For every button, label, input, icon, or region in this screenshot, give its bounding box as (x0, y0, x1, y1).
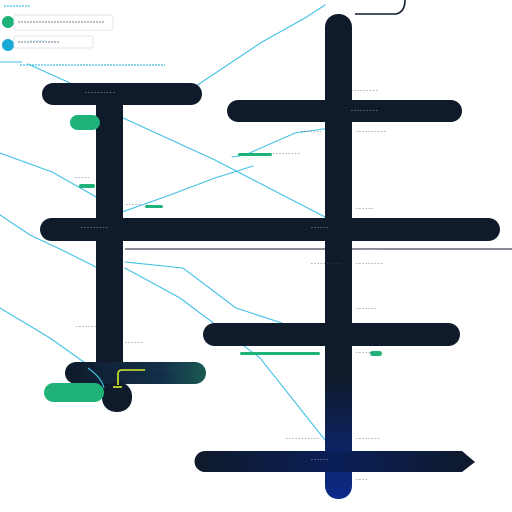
header-icon (2, 16, 14, 28)
green-dash (370, 351, 382, 356)
green-dash (145, 205, 163, 208)
header-frame (13, 14, 114, 31)
cable-top-right (355, 0, 406, 15)
tick-label: ----- (125, 201, 141, 208)
green-node-upper (70, 115, 100, 130)
green-dash (238, 153, 272, 156)
tick-label: --------- (350, 87, 379, 94)
tick-label: -------- (355, 435, 380, 442)
green-node-lower (44, 383, 104, 402)
stub-lower-left (102, 382, 132, 412)
tick-label: ------ (310, 224, 329, 231)
tick-label: ------ (355, 205, 374, 212)
highlight-bracket (117, 369, 145, 385)
tick-label: -------- (75, 323, 100, 330)
tick-label: ------- (355, 305, 377, 312)
vertical-track-left (96, 95, 123, 395)
header-frame (13, 35, 94, 49)
tick-label: ---------- (355, 128, 387, 135)
tick-label: ---------- (310, 260, 342, 267)
connector-line (109, 111, 326, 218)
tick-label: ----- (74, 174, 90, 181)
tick-label: --------- (350, 107, 379, 114)
header-icon (2, 39, 14, 51)
connector-line (195, 4, 326, 87)
connector-hook (87, 367, 105, 389)
tick-label: ------ (355, 349, 374, 356)
bar-upper-right (227, 100, 462, 122)
connector-line (0, 152, 99, 199)
tick-label: ------- (300, 128, 322, 135)
connector-line (231, 127, 331, 158)
tick-label: ------ (310, 456, 329, 463)
connector-line (121, 165, 254, 213)
tick-label: ---- (355, 476, 368, 483)
tick-label: ----------- (285, 435, 320, 442)
tick-label: --------- (355, 260, 384, 267)
tick-label: --------- (80, 224, 109, 231)
tick-label: ---------- (84, 89, 116, 96)
bar-lower-right (203, 323, 460, 346)
tick-label: ----- (30, 37, 46, 44)
connector-line (0, 214, 99, 269)
bar-top-left (42, 83, 202, 105)
connector-line (124, 261, 283, 324)
tick-label: --------- (272, 150, 301, 157)
bar-bottom (194, 451, 475, 472)
green-dash (79, 184, 95, 188)
tick-label: --------- (355, 246, 384, 253)
tick-label: ---------- (152, 366, 184, 373)
bar-middle (40, 218, 500, 241)
green-dash (240, 352, 320, 355)
tick-label: ------ (124, 339, 143, 346)
vertical-track-right (325, 14, 352, 499)
pill-lower-left (65, 362, 206, 384)
